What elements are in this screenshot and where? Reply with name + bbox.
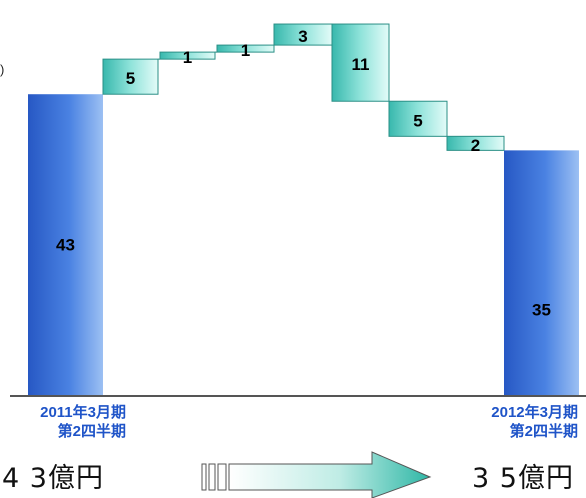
start-total-value-label: 43 (56, 236, 75, 255)
step-bar-6 (388, 100, 448, 137)
step-bar-7 (446, 135, 505, 151)
arrow-tail-stripe (217, 463, 227, 491)
end-total-text: 3 5億円 (472, 463, 574, 494)
arrow-shape (228, 451, 432, 498)
start-period-year: 2011年3月期 (40, 404, 126, 421)
start-total-text: 4 3億円 (2, 463, 104, 494)
step-bar-1 (102, 58, 159, 95)
end-total-value-label: 35 (532, 301, 551, 320)
step-value-label-1: 5 (126, 69, 135, 88)
step-value-label-4: 3 (298, 27, 307, 46)
start-total-bar (28, 94, 103, 396)
cropped-unit-glyph: ) (0, 62, 5, 77)
end-total-bar (504, 150, 579, 396)
arrow-tail-stripe (208, 463, 216, 491)
step-bar-2 (159, 51, 216, 60)
step-value-label-3: 1 (241, 41, 250, 60)
step-bar-5 (331, 23, 390, 102)
end-period-quarter: 第2四半期 (509, 423, 578, 440)
step-value-label-5: 11 (352, 55, 370, 74)
start-period-quarter: 第2四半期 (57, 423, 126, 440)
step-value-label-7: 2 (471, 136, 480, 155)
step-bar-3 (216, 44, 275, 53)
arrow-tail-stripe (201, 463, 207, 491)
step-value-label-6: 5 (413, 111, 422, 130)
end-period-year: 2012年3月期 (491, 404, 578, 421)
step-value-label-2: 1 (183, 48, 192, 67)
